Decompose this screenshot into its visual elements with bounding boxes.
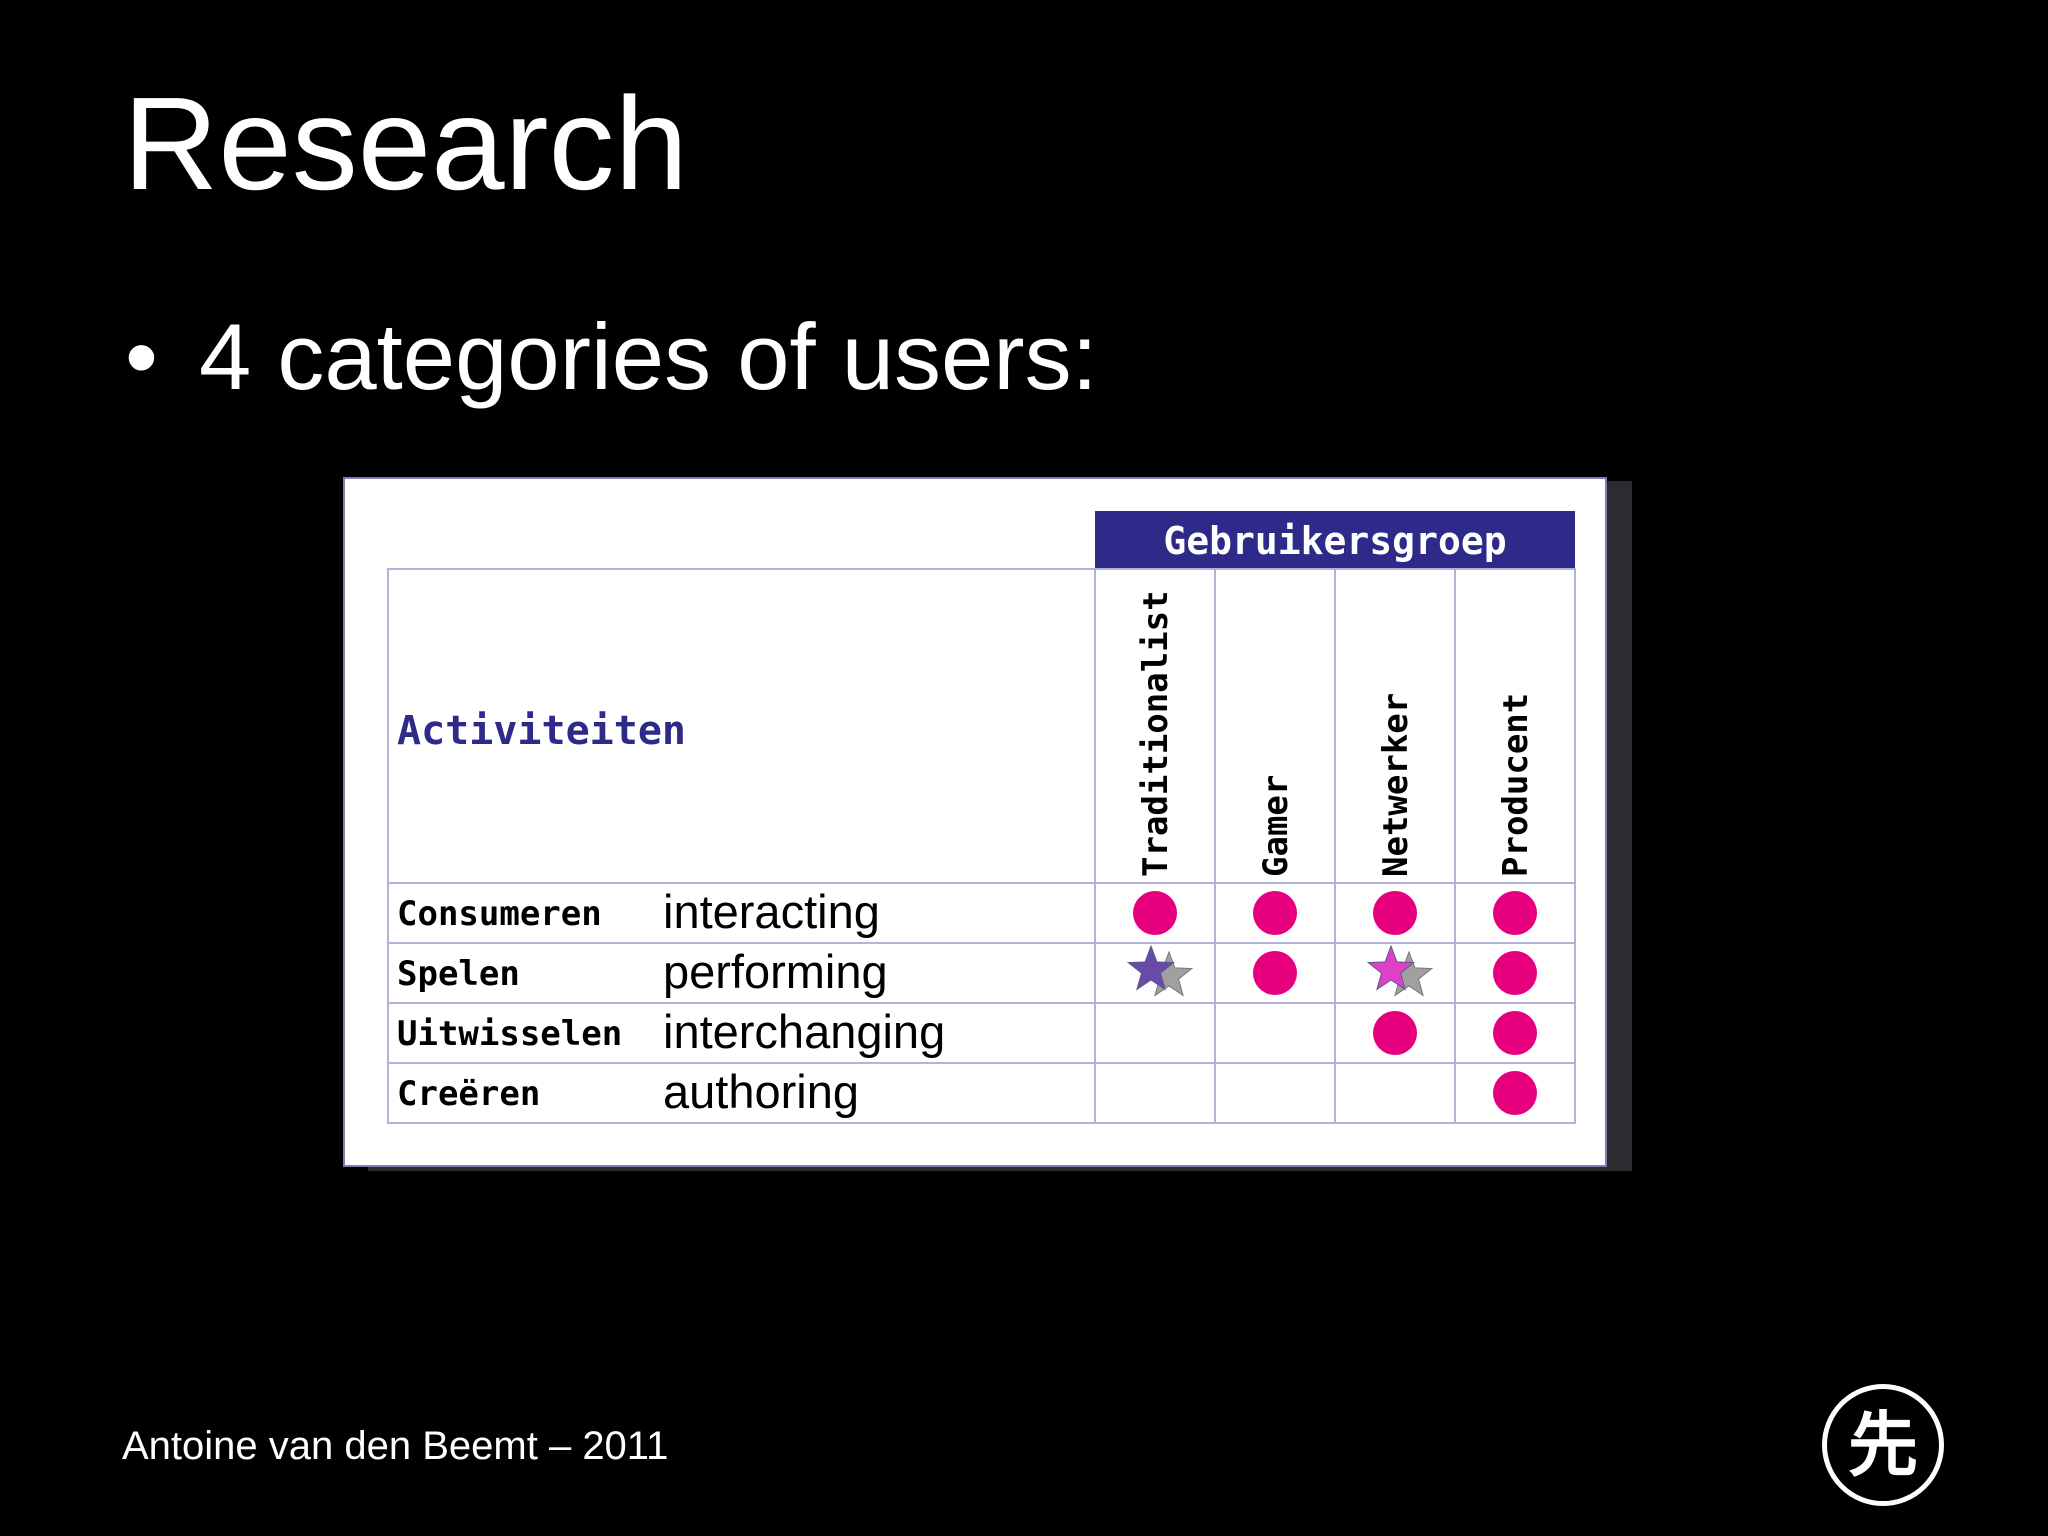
dot-mark — [1493, 891, 1537, 935]
row-header-activiteiten: Activiteiten — [397, 708, 686, 754]
bullet-item: • 4 categories of users: — [125, 310, 1098, 404]
column-header-netwerker: Netwerker — [1376, 693, 1416, 877]
dot-mark — [1373, 891, 1417, 935]
dot-mark — [1493, 951, 1537, 995]
dot-mark — [1253, 951, 1297, 995]
row-label-consumeren: Consumeren — [397, 894, 602, 934]
row-label-spelen: Spelen — [397, 954, 520, 994]
row-translation-performing: performing — [663, 945, 888, 998]
column-header-traditionalist: Traditionalist — [1136, 590, 1176, 877]
dot-mark — [1373, 1011, 1417, 1055]
bullet-text: 4 categories of users: — [199, 304, 1098, 409]
row-translation-interchanging: interchanging — [663, 1005, 945, 1058]
star-mark — [1126, 944, 1176, 991]
star-mark — [1366, 944, 1416, 991]
logo-icon: 先 — [1822, 1384, 1944, 1506]
row-translation-authoring: authoring — [663, 1065, 859, 1118]
user-categories-table: Gebruikersgroep Activiteiten Traditional… — [343, 477, 1607, 1167]
slide-title: Research — [123, 70, 688, 217]
column-header-gamer: Gamer — [1256, 775, 1296, 877]
dot-mark — [1493, 1011, 1537, 1055]
row-translation-interacting: interacting — [663, 885, 880, 938]
table-graphic: Gebruikersgroep Activiteiten Traditional… — [387, 511, 1576, 1124]
group-header-text: Gebruikersgroep — [1163, 519, 1506, 563]
dot-mark — [1253, 891, 1297, 935]
dot-mark — [1133, 891, 1177, 935]
column-header-producent: Producent — [1496, 693, 1536, 877]
table-marks — [1126, 891, 1537, 1115]
row-label-creeren: Creëren — [397, 1074, 540, 1114]
bullet-marker: • — [125, 304, 158, 409]
footer-author: Antoine van den Beemt – 2011 — [122, 1424, 669, 1468]
dot-mark — [1493, 1071, 1537, 1115]
group-header-bar — [1095, 511, 1575, 569]
table-grid — [387, 568, 1576, 1124]
row-label-uitwisselen: Uitwisselen — [397, 1014, 622, 1054]
